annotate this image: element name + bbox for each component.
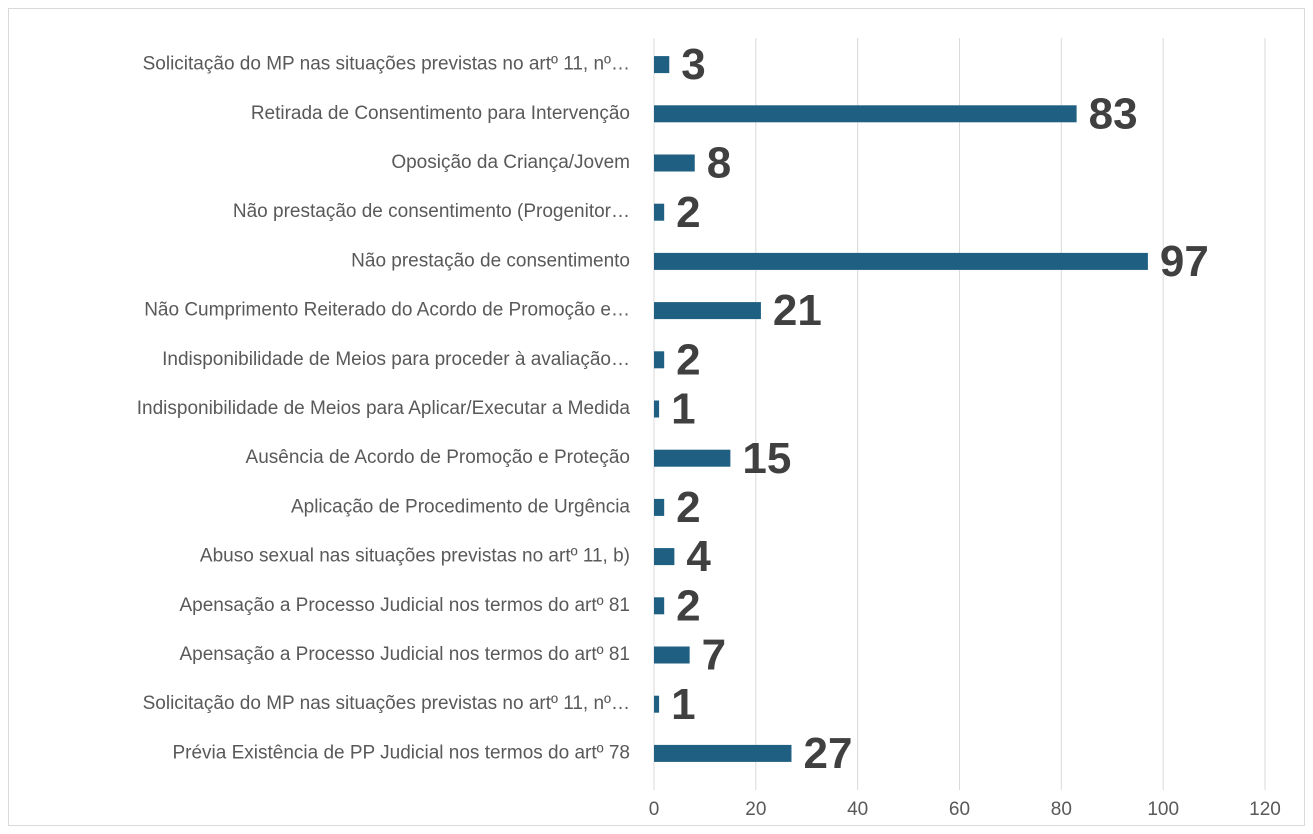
data-label: 15 [742, 434, 791, 483]
y-tick-label: Indisponibilidade de Meios para proceder… [162, 349, 630, 370]
y-tick-label: Não prestação de consentimento [351, 250, 630, 271]
y-tick-label: Solicitação do MP nas situações prevista… [143, 693, 630, 714]
bar [654, 449, 731, 467]
data-label: 83 [1089, 89, 1138, 138]
y-tick-label: Não Cumprimento Reiterado do Acordo de P… [144, 300, 630, 321]
y-tick-label: Aplicação de Procedimento de Urgência [291, 496, 630, 517]
data-label: 7 [702, 631, 726, 680]
data-label: 97 [1160, 237, 1209, 286]
y-tick-label: Prévia Existência de PP Judicial nos ter… [172, 742, 630, 763]
y-tick-label: Apensação a Processo Judicial nos termos… [179, 644, 630, 665]
bar [654, 695, 660, 713]
x-tick-label: 40 [847, 799, 868, 820]
y-tick-label: Retirada de Consentimento para Intervenç… [251, 103, 630, 124]
data-label: 21 [773, 286, 822, 335]
bar [654, 203, 665, 221]
x-tick-label: 80 [1051, 799, 1072, 820]
bar [654, 351, 665, 369]
x-tick-label: 100 [1147, 799, 1179, 820]
bar [654, 548, 675, 566]
y-tick-label: Oposição da Criança/Jovem [391, 152, 630, 173]
y-tick-label: Não prestação de consentimento (Progenit… [233, 201, 630, 222]
bar [654, 105, 1077, 123]
data-label: 4 [686, 532, 711, 581]
data-label: 1 [671, 385, 695, 434]
bar [654, 498, 665, 516]
x-tick-label: 20 [745, 799, 766, 820]
y-tick-label: Abuso sexual nas situações previstas no … [200, 546, 630, 567]
bar [654, 154, 695, 172]
bar [654, 744, 792, 762]
bar [654, 252, 1148, 270]
x-tick-label: 0 [649, 799, 660, 820]
data-label: 1 [671, 680, 695, 729]
bar [654, 56, 670, 74]
data-label: 2 [676, 581, 700, 630]
bar [654, 302, 761, 320]
y-tick-label: Ausência de Acordo de Promoção e Proteçã… [246, 447, 630, 468]
data-label: 2 [676, 335, 700, 384]
x-tick-label: 120 [1249, 799, 1281, 820]
data-label: 3 [681, 40, 705, 89]
bar [654, 646, 690, 664]
x-tick-label: 60 [949, 799, 970, 820]
y-tick-label: Solicitação do MP nas situações prevista… [143, 54, 630, 75]
data-label: 27 [803, 729, 852, 778]
data-label: 2 [676, 188, 700, 237]
bar [654, 597, 665, 615]
bar [654, 400, 660, 418]
y-tick-label: Apensação a Processo Judicial nos termos… [179, 595, 630, 616]
data-label: 2 [676, 483, 700, 532]
data-label: 8 [707, 139, 731, 188]
y-tick-label: Indisponibilidade de Meios para Aplicar/… [137, 398, 631, 419]
